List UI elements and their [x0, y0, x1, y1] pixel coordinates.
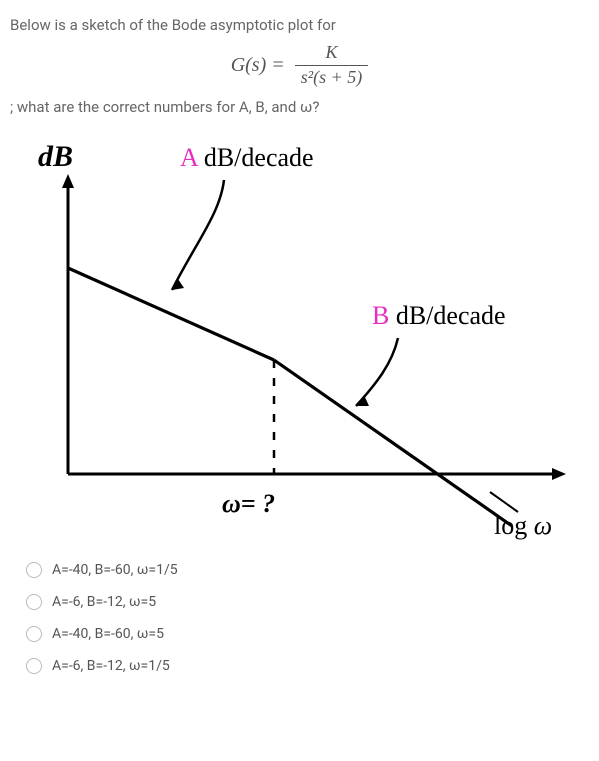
svg-text:dB: dB [38, 140, 73, 173]
radio-icon [26, 626, 42, 642]
bode-plot: dB A dB/decade B dB/decade ω= ? log ω [20, 124, 580, 544]
svg-text:B dB/decade: B dB/decade [372, 301, 506, 330]
svg-text:A dB/decade: A dB/decade [180, 143, 314, 172]
option-3[interactable]: A=-40, B=-60, ω=5 [26, 626, 589, 642]
option-1[interactable]: A=-40, B=-60, ω=1/5 [26, 562, 589, 578]
formula-den: s²(s + 5) [295, 65, 369, 89]
radio-icon [26, 594, 42, 610]
option-label: A=-40, B=-60, ω=5 [52, 626, 164, 642]
svg-text:log ω: log ω [494, 511, 552, 540]
option-4[interactable]: A=-6, B=-12, ω=1/5 [26, 658, 589, 674]
formula-lhs: G(s) = [231, 54, 285, 77]
formula: G(s) = K s²(s + 5) [10, 42, 589, 88]
formula-fraction: K s²(s + 5) [295, 42, 369, 88]
svg-text:ω= ?: ω= ? [222, 489, 275, 518]
option-label: A=-6, B=-12, ω=5 [52, 594, 156, 610]
option-label: A=-6, B=-12, ω=1/5 [52, 658, 170, 674]
radio-icon [26, 562, 42, 578]
option-label: A=-40, B=-60, ω=1/5 [52, 562, 178, 578]
radio-icon [26, 658, 42, 674]
options-group: A=-40, B=-60, ω=1/5 A=-6, B=-12, ω=5 A=-… [10, 562, 589, 674]
intro-text: Below is a sketch of the Bode asymptotic… [10, 16, 589, 34]
formula-num: K [320, 42, 344, 65]
option-2[interactable]: A=-6, B=-12, ω=5 [26, 594, 589, 610]
follow-text: ; what are the correct numbers for A, B,… [10, 98, 589, 116]
